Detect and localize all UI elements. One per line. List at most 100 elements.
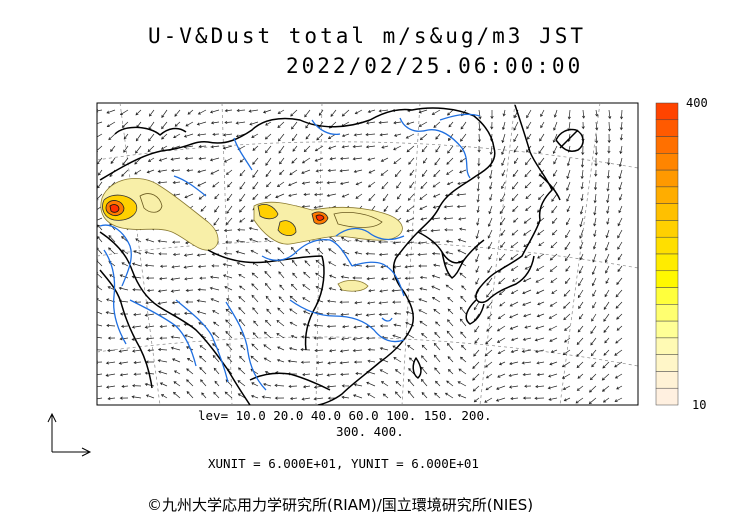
wind-arrow bbox=[132, 349, 142, 353]
wind-arrow bbox=[240, 344, 246, 351]
wind-arrow bbox=[235, 250, 246, 255]
wind-arrow bbox=[616, 385, 623, 390]
wind-arrow bbox=[592, 289, 597, 297]
wind-arrow bbox=[501, 121, 506, 131]
wind-arrow bbox=[144, 263, 155, 267]
wind-arrow bbox=[472, 385, 480, 392]
wind-arrow bbox=[434, 157, 441, 166]
wind-arrow bbox=[477, 133, 481, 143]
wind-arrow bbox=[615, 337, 623, 344]
wind-arrow bbox=[522, 337, 532, 341]
wind-arrow bbox=[407, 378, 415, 387]
wind-arrow bbox=[251, 294, 259, 303]
wind-arrow bbox=[328, 261, 337, 267]
wind-arrow bbox=[239, 355, 246, 363]
wind-arrow bbox=[225, 330, 233, 339]
wind-arrow bbox=[119, 396, 129, 400]
wind-arrow bbox=[97, 224, 103, 231]
chart-timestamp: 2022/02/25.06:00:00 bbox=[286, 54, 584, 78]
wind-arrow bbox=[564, 325, 571, 331]
wind-arrow bbox=[224, 120, 233, 125]
wind-arrow bbox=[499, 301, 506, 307]
wind-arrow bbox=[289, 169, 298, 176]
wind-arrow bbox=[121, 169, 129, 177]
wind-arrow bbox=[487, 313, 493, 320]
wind-arrow bbox=[239, 169, 246, 177]
wind-arrow bbox=[105, 373, 116, 377]
wind-arrow bbox=[498, 361, 506, 366]
wind-arrow bbox=[290, 335, 298, 339]
wind-arrow bbox=[497, 373, 506, 378]
wind-arrow bbox=[564, 337, 571, 343]
wind-arrow bbox=[97, 272, 103, 279]
wind-arrow bbox=[265, 169, 272, 178]
wind-arrow bbox=[457, 249, 467, 255]
wind-arrow bbox=[551, 229, 558, 236]
wind-arrow bbox=[97, 109, 103, 113]
wind-arrow bbox=[300, 360, 311, 364]
wind-arrow bbox=[355, 181, 363, 186]
wind-arrow bbox=[313, 336, 323, 340]
wind-arrow bbox=[252, 157, 259, 165]
wind-arrow bbox=[276, 333, 285, 339]
wind-arrow bbox=[119, 373, 129, 377]
wind-arrow bbox=[614, 373, 623, 379]
wind-arrow bbox=[510, 349, 519, 353]
wind-arrow bbox=[594, 169, 598, 177]
wind-arrow bbox=[430, 229, 441, 233]
wind-arrow bbox=[420, 181, 428, 189]
wind-arrow bbox=[197, 169, 207, 174]
wind-arrow bbox=[435, 145, 441, 153]
wind-arrow bbox=[551, 193, 558, 202]
colorbar-swatch bbox=[655, 337, 679, 355]
wind-arrow bbox=[313, 397, 324, 401]
wind-arrow bbox=[161, 133, 168, 140]
wind-arrow bbox=[326, 373, 337, 377]
wind-arrow bbox=[275, 193, 285, 199]
wind-arrow bbox=[328, 145, 337, 150]
reference-vector bbox=[47, 412, 92, 457]
wind-arrow bbox=[617, 217, 623, 227]
wind-arrow bbox=[341, 133, 350, 138]
wind-arrow bbox=[353, 325, 363, 329]
wind-arrow bbox=[591, 277, 597, 287]
wind-arrow bbox=[521, 361, 532, 365]
wind-arrow bbox=[431, 252, 441, 256]
wind-arrow bbox=[509, 301, 519, 307]
wind-arrow bbox=[239, 205, 246, 213]
wind-arrow bbox=[274, 383, 285, 387]
wind-arrow bbox=[535, 385, 545, 389]
wind-arrow bbox=[607, 145, 611, 154]
wind-arrow bbox=[421, 355, 428, 363]
wind-arrow bbox=[563, 397, 571, 402]
wind-arrow bbox=[594, 145, 598, 156]
wind-arrow bbox=[524, 169, 532, 178]
wind-arrow bbox=[475, 277, 480, 285]
wind-arrow bbox=[394, 391, 402, 399]
wind-arrow bbox=[212, 355, 220, 363]
wind-arrow bbox=[330, 109, 337, 117]
wind-arrow bbox=[276, 358, 285, 363]
wind-arrow bbox=[591, 265, 597, 275]
wind-arrow bbox=[170, 346, 181, 351]
wind-arrow bbox=[209, 275, 220, 279]
wind-arrow bbox=[291, 121, 298, 130]
wind-arrow bbox=[523, 217, 532, 224]
wind-arrow bbox=[477, 157, 481, 167]
wind-arrow bbox=[457, 381, 467, 387]
wind-arrow bbox=[431, 297, 441, 303]
wind-arrow bbox=[433, 121, 441, 128]
wind-arrow bbox=[354, 313, 363, 317]
wind-arrow bbox=[378, 312, 389, 317]
wind-arrow bbox=[534, 337, 545, 342]
wind-arrow bbox=[253, 320, 259, 327]
wind-arrow bbox=[147, 145, 155, 153]
wind-arrow bbox=[148, 109, 155, 117]
wind-arrow bbox=[447, 319, 454, 327]
wind-arrow bbox=[579, 229, 584, 239]
wind-arrow bbox=[148, 133, 155, 142]
wind-arrow bbox=[305, 133, 311, 140]
wind-arrow bbox=[619, 133, 623, 141]
wind-arrow bbox=[239, 193, 246, 202]
